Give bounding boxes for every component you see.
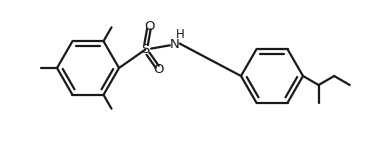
Text: O: O bbox=[154, 63, 164, 76]
Text: S: S bbox=[141, 43, 149, 56]
Text: H: H bbox=[175, 28, 184, 41]
Text: N: N bbox=[170, 38, 180, 51]
Text: O: O bbox=[144, 20, 155, 33]
